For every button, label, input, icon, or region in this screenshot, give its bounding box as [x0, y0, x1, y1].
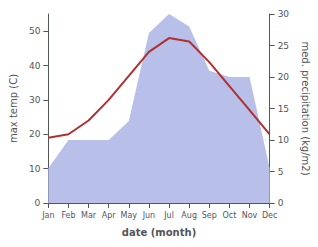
svg-text:Oct: Oct [222, 211, 236, 220]
svg-text:0: 0 [35, 198, 41, 208]
svg-text:40: 40 [29, 61, 41, 71]
svg-text:date (month): date (month) [122, 227, 196, 238]
svg-text:Nov: Nov [242, 211, 258, 220]
svg-text:0: 0 [278, 198, 284, 208]
svg-text:Mar: Mar [81, 211, 97, 220]
svg-text:Aug: Aug [181, 211, 197, 220]
svg-text:50: 50 [29, 26, 41, 36]
svg-text:10: 10 [278, 135, 290, 145]
svg-text:Jul: Jul [163, 211, 174, 220]
svg-text:Feb: Feb [61, 211, 75, 220]
svg-text:10: 10 [29, 164, 41, 174]
svg-text:Jun: Jun [142, 211, 156, 220]
svg-text:Dec: Dec [262, 211, 277, 220]
svg-text:Jan: Jan [41, 211, 54, 220]
svg-text:max temp (C): max temp (C) [8, 74, 19, 143]
svg-text:med. precipitation (kg/m2): med. precipitation (kg/m2) [300, 41, 311, 175]
svg-text:Sep: Sep [202, 211, 217, 220]
svg-text:5: 5 [278, 167, 284, 177]
svg-text:20: 20 [29, 129, 41, 139]
svg-text:Apr: Apr [102, 211, 117, 220]
svg-text:30: 30 [29, 95, 41, 105]
svg-text:15: 15 [278, 104, 289, 114]
svg-text:30: 30 [278, 9, 290, 19]
svg-text:25: 25 [278, 41, 289, 51]
svg-text:May: May [121, 211, 138, 220]
svg-text:20: 20 [278, 72, 290, 82]
